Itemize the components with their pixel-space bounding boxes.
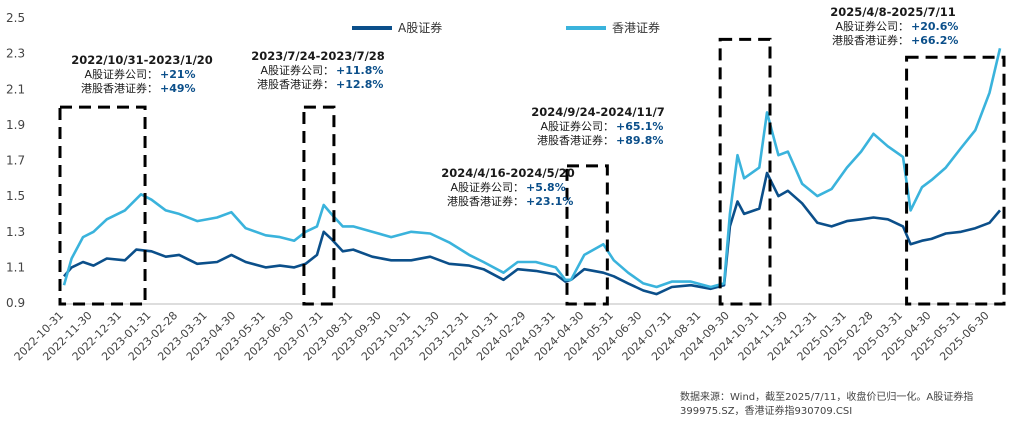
annotation-value: +89.8% [616,134,663,147]
y-tick-label: 1.3 [6,225,25,239]
y-tick-label: 0.9 [6,296,25,310]
annotation-title: 2024/9/24-2024/11/7 [531,105,665,119]
annotation-label: 港股香港证券： [447,194,524,208]
y-tick-label: 2.1 [6,82,25,96]
y-tick-label: 1.9 [6,118,25,132]
y-tick-label: 1.5 [6,189,25,203]
highlight-box-4 [718,37,772,306]
highlight-box-3 [565,164,609,306]
annotation-label: 港股香港证券： [81,81,158,95]
annotation-title: 2024/4/16-2024/5/20 [441,166,575,180]
annotation-label: A股证券公司： [260,63,334,77]
annotation-value: +66.2% [911,34,958,47]
annotation-label: A股证券公司： [835,19,909,33]
series-lines [62,48,1002,296]
annotation-value: +11.8% [336,64,383,77]
annotation-label: 港股香港证券： [257,77,334,91]
highlight-box-1 [58,105,147,306]
series-line-2 [62,48,1002,289]
series-line-1 [63,171,1001,296]
annotation-value: +23.1% [526,195,573,208]
annotation-title: 2025/4/8-2025/7/11 [830,5,956,19]
source-note: 数据来源：Wind，截至2025/7/11，收盘价已归一化。A股证券指39997… [680,390,973,417]
y-tick-label: 1.1 [6,260,25,274]
annotation-value: +49% [160,82,196,95]
legend-label-2: 香港证券 [612,20,660,35]
annotation-value: +5.8% [526,181,566,194]
source-text-line-1: 数据来源：Wind，截至2025/7/11，收盘价已归一化。A股证券指 [680,390,973,403]
x-axis-ticks: 2022-10-312022-11-302022-12-312023-01-31… [12,309,992,363]
annotation-value: +21% [160,68,196,81]
legend: A股证券 香港证券 [352,20,660,35]
highlight-boxes [58,37,1006,306]
highlight-box-5 [905,55,1006,306]
y-tick-label: 2.3 [6,47,25,61]
annotation-label: 港股香港证券： [832,33,909,47]
annotation-title: 2023/7/24-2023/7/28 [251,49,385,63]
y-tick-label: 2.5 [6,11,25,25]
annotation-value: +20.6% [911,20,958,33]
source-text-line-2: 399975.SZ，香港证券指930709.CSI [680,404,852,417]
y-axis-ticks: 0.9 1.1 1.3 1.5 1.7 1.9 2.1 2.3 2.5 [6,11,1000,310]
annotation-label: A股证券公司： [540,119,614,133]
annotation-value: +12.8% [336,78,383,91]
annotation-label: A股证券公司： [84,67,158,81]
legend-label-1: A股证券 [398,20,442,35]
annotation-label: A股证券公司： [450,180,524,194]
annotation-label: 港股香港证券： [537,133,614,147]
annotation-value: +65.1% [616,120,663,133]
annotation-title: 2022/10/31-2023/1/20 [71,53,213,67]
y-tick-label: 1.7 [6,154,25,168]
highlight-box-2 [302,105,336,306]
